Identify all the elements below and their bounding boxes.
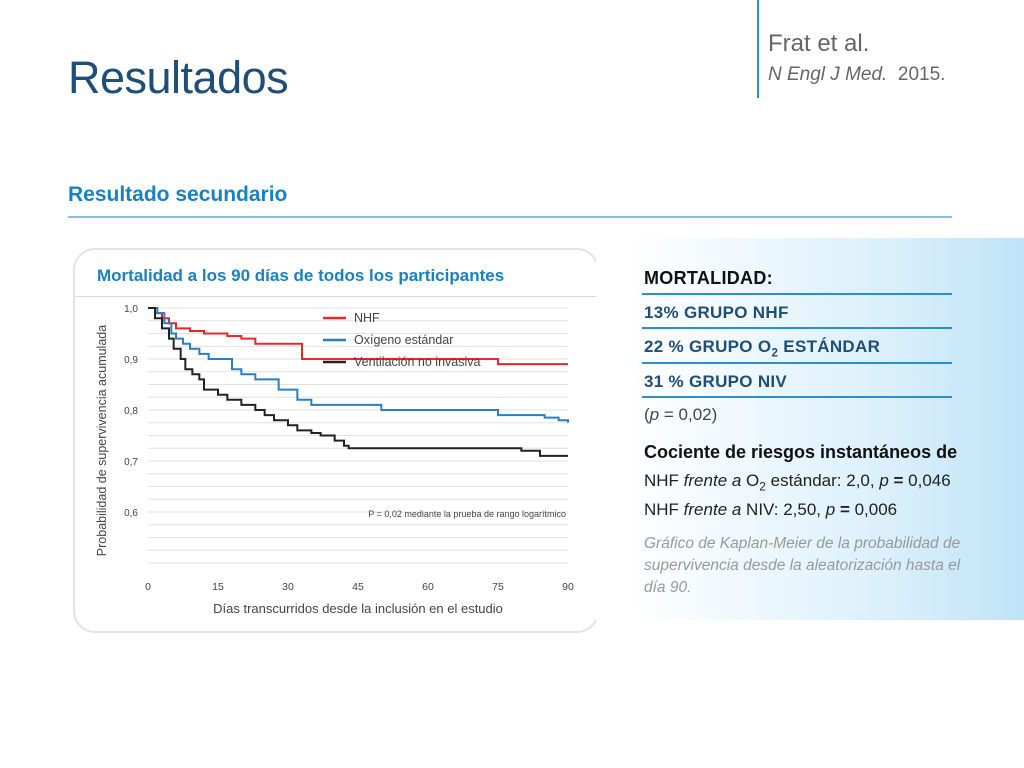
citation-journal: N Engl J Med.	[768, 64, 888, 85]
hr1-c: estándar: 2,0,	[765, 471, 880, 490]
hr2-b: NIV: 2,50,	[741, 500, 826, 519]
hazard-ratio-heading: Cociente de riesgos instantáneos de	[644, 442, 958, 462]
hr1-value: 0,046	[908, 471, 951, 490]
x-tick-label: 15	[212, 581, 224, 593]
p-value-rest: = 0,02)	[659, 405, 718, 424]
hr1-b: O	[741, 471, 760, 490]
hr2-frente: frente a	[683, 500, 742, 519]
chart-title-divider	[75, 296, 597, 297]
mortality-row-o2-text: 22 % GRUPO O	[644, 337, 772, 356]
mortality-rule	[642, 293, 952, 295]
x-tick-label: 60	[422, 581, 434, 593]
citation-year: 2015.	[897, 64, 946, 85]
series-line	[148, 307, 568, 457]
p-value: (p = 0,02)	[644, 405, 717, 425]
hr1-eq: =	[888, 471, 909, 490]
mortality-row-niv: 31 % GRUPO NIV	[644, 372, 788, 391]
x-tick-label: 45	[352, 581, 364, 593]
hr1-a: NHF	[644, 471, 684, 490]
hr1-subscript: 2	[759, 479, 766, 494]
legend-label: NHF	[354, 311, 380, 325]
hr2-a: NHF	[644, 500, 684, 519]
p-value-p: p	[649, 405, 660, 424]
y-tick-label: 1,0	[124, 304, 138, 315]
hazard-ratio-line-niv: NHF frente a NIV: 2,50, p = 0,006	[644, 500, 897, 520]
citation-author: Frat et al.	[768, 30, 870, 57]
series-line	[148, 307, 568, 366]
x-tick-label: 0	[145, 581, 151, 593]
x-tick-label: 90	[562, 581, 574, 593]
y-tick-label: 0,6	[124, 508, 138, 519]
section-title: Resultado secundario	[68, 183, 288, 206]
hr1-p: p	[879, 471, 889, 490]
hr2-value: 0,006	[854, 500, 898, 519]
citation-journal-line: N Engl J Med. 2015.	[768, 64, 945, 86]
x-tick-label: 75	[492, 581, 504, 593]
mortality-panel	[596, 238, 1024, 620]
hr1-frente: frente a	[683, 471, 742, 490]
y-tick-label: 0,7	[124, 457, 138, 468]
mortality-row-o2: 22 % GRUPO O2 ESTÁNDAR	[644, 337, 880, 359]
mortality-row-o2-subscript: 2	[771, 345, 779, 360]
chart-caption: Gráfico de Kaplan-Meier de la probabilid…	[644, 535, 961, 596]
p-value-open: (	[644, 405, 650, 424]
x-axis-label: Días transcurridos desde la inclusión en…	[213, 601, 503, 616]
series-line	[148, 307, 569, 423]
hr2-p: p	[825, 500, 836, 519]
chart-title: Mortalidad a los 90 días de todos los pa…	[97, 266, 505, 285]
legend-label: Ventilación no invasiva	[354, 355, 481, 369]
mortality-rule	[642, 396, 952, 398]
hazard-ratio-line-o2: NHF frente a O2 estándar: 2,0, p = 0,046	[644, 471, 951, 493]
page-title: Resultados	[68, 52, 289, 103]
y-tick-label: 0,8	[124, 406, 138, 417]
legend-label: Oxígeno estándar	[354, 333, 453, 347]
citation: Frat et al. N Engl J Med. 2015.	[768, 30, 945, 86]
mortality-row-o2-suffix: ESTÁNDAR	[778, 337, 881, 356]
y-axis-label: Probabilidad de supervivencia acumulada	[95, 325, 109, 556]
y-tick-label: 0,9	[124, 355, 138, 366]
mortality-heading: MORTALIDAD:	[644, 268, 773, 288]
x-tick-label: 30	[282, 581, 294, 593]
mortality-rule	[642, 327, 952, 329]
mortality-row-nhf: 13% GRUPO NHF	[644, 303, 789, 322]
section-divider	[68, 216, 952, 218]
hr2-eq: =	[835, 500, 855, 519]
mortality-rule	[642, 362, 952, 364]
chart-annotation: P = 0,02 mediante la prueba de rango log…	[368, 509, 566, 519]
header-divider	[757, 0, 759, 98]
kaplan-meier-chart: 0,6 0,7 0,8 0,9 1,0 0 15 30 45 60 75 90 Días transcu…	[95, 304, 574, 616]
